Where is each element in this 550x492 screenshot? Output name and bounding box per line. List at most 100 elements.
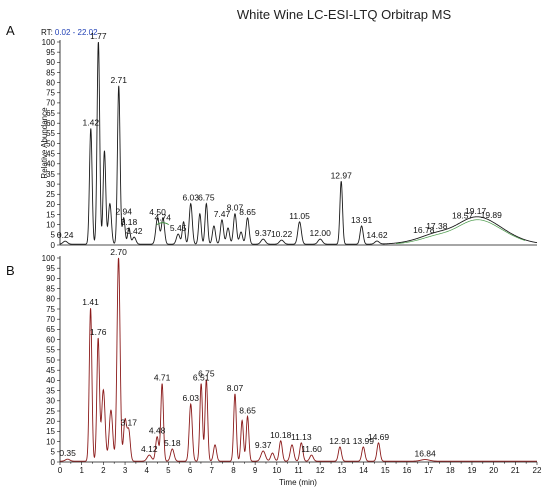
x-tick-label: 6 bbox=[188, 466, 193, 475]
peak-label: 14.62 bbox=[366, 230, 388, 240]
chromatogram-trace bbox=[59, 41, 538, 245]
y-tick-label: 80 bbox=[46, 295, 55, 304]
peak-label: 8.65 bbox=[239, 405, 256, 415]
y-tick-label: 10 bbox=[46, 221, 55, 230]
x-tick-label: 22 bbox=[533, 466, 542, 475]
peak-label: 12.97 bbox=[331, 170, 353, 180]
peak-label: 14.69 bbox=[368, 432, 390, 442]
y-tick-label: 5 bbox=[51, 231, 56, 240]
x-tick-label: 9 bbox=[253, 466, 258, 475]
y-tick-label: 70 bbox=[46, 99, 55, 108]
peak-label: 6.03 bbox=[182, 193, 199, 203]
peak-label: 6.03 bbox=[182, 393, 199, 403]
peak-label: 11.05 bbox=[289, 211, 310, 221]
peak-label: 16.84 bbox=[414, 449, 436, 459]
x-tick-label: 20 bbox=[489, 466, 498, 475]
peak-label: 4.71 bbox=[154, 373, 171, 383]
y-tick-label: 5 bbox=[51, 448, 56, 457]
x-tick-label: 5 bbox=[166, 466, 171, 475]
green-annotation-mark bbox=[156, 222, 169, 226]
rt-range-label: RT: 0.02 - 22.02 bbox=[41, 28, 98, 37]
y-tick-label: 35 bbox=[46, 386, 55, 395]
y-tick-label: 95 bbox=[46, 264, 55, 273]
x-tick-label: 17 bbox=[424, 466, 433, 475]
peak-label: 9.37 bbox=[255, 228, 272, 238]
y-tick-label: 100 bbox=[42, 38, 56, 47]
peak-label: 3.42 bbox=[126, 226, 143, 236]
peak-label: 10.18 bbox=[270, 430, 292, 440]
y-tick-label: 85 bbox=[46, 68, 55, 77]
x-tick-label: 4 bbox=[145, 466, 150, 475]
y-tick-label: 100 bbox=[42, 254, 56, 263]
y-tick-label: 45 bbox=[46, 366, 55, 375]
panel-letter-a: A bbox=[6, 23, 15, 38]
y-tick-label: 40 bbox=[46, 160, 55, 169]
peak-label: 0.24 bbox=[57, 230, 74, 240]
y-tick-label: 80 bbox=[46, 78, 55, 87]
peak-label: 12.00 bbox=[310, 228, 332, 238]
x-tick-label: 12 bbox=[316, 466, 325, 475]
y-tick-label: 95 bbox=[46, 48, 55, 57]
y-tick-label: 45 bbox=[46, 149, 55, 158]
x-tick-label: 2 bbox=[101, 466, 106, 475]
y-tick-label: 0 bbox=[51, 458, 56, 467]
peak-label: 2.71 bbox=[110, 75, 127, 85]
y-tick-label: 30 bbox=[46, 397, 55, 406]
peak-label: 8.07 bbox=[227, 203, 244, 213]
x-axis-label-b: Time (min) bbox=[279, 478, 317, 487]
chart-title: White Wine LC-ESI-LTQ Orbitrap MS bbox=[237, 7, 452, 22]
y-tick-label: 55 bbox=[46, 346, 55, 355]
y-tick-label: 50 bbox=[46, 139, 55, 148]
peak-label: 0.35 bbox=[59, 448, 76, 458]
peak-label: 5.45 bbox=[170, 223, 187, 233]
chromatogram-trace bbox=[60, 257, 537, 462]
peak-label: 13.99 bbox=[353, 436, 375, 446]
peak-label: 4.48 bbox=[149, 426, 166, 436]
peak-label: 5.18 bbox=[164, 438, 181, 448]
rt-prefix: RT: bbox=[41, 28, 53, 37]
y-tick-label: 0 bbox=[51, 241, 56, 250]
y-tick-label: 90 bbox=[46, 58, 55, 67]
green-overlay-trace bbox=[396, 219, 526, 245]
peak-label: 16.78 bbox=[413, 225, 435, 235]
peak-label: 4.12 bbox=[141, 444, 158, 454]
x-tick-label: 15 bbox=[381, 466, 390, 475]
peak-label: 2.94 bbox=[115, 207, 132, 217]
peak-label: 9.37 bbox=[255, 440, 272, 450]
y-tick-label: 65 bbox=[46, 109, 55, 118]
peak-label: 1.76 bbox=[90, 327, 107, 337]
y-tick-label: 40 bbox=[46, 376, 55, 385]
y-tick-label: 65 bbox=[46, 325, 55, 334]
y-tick-label: 70 bbox=[46, 315, 55, 324]
x-tick-label: 1 bbox=[79, 466, 84, 475]
peak-label: 13.91 bbox=[351, 215, 373, 225]
peak-label: 6.51 bbox=[193, 373, 210, 383]
x-tick-label: 10 bbox=[272, 466, 281, 475]
rt-range-value: 0.02 - 22.02 bbox=[55, 28, 98, 37]
peak-label: 4.50 bbox=[149, 207, 166, 217]
peak-label: 3.17 bbox=[120, 417, 137, 427]
y-tick-label: 20 bbox=[46, 417, 55, 426]
peak-label: 19.89 bbox=[481, 210, 503, 220]
peak-label: 1.41 bbox=[82, 297, 99, 307]
peak-label: 1.77 bbox=[90, 31, 107, 41]
y-tick-label: 55 bbox=[46, 129, 55, 138]
x-tick-label: 11 bbox=[294, 466, 303, 475]
y-tick-label: 25 bbox=[46, 407, 55, 416]
y-tick-label: 50 bbox=[46, 356, 55, 365]
peak-label: 2.70 bbox=[110, 247, 127, 257]
peak-label: 6.75 bbox=[198, 193, 215, 203]
y-axis-label-a: Relative Abundance bbox=[40, 107, 49, 179]
y-tick-label: 75 bbox=[46, 89, 55, 98]
x-tick-label: 0 bbox=[58, 466, 63, 475]
peak-label: 19.17 bbox=[465, 206, 487, 216]
peak-label: 3.18 bbox=[121, 217, 138, 227]
y-tick-label: 20 bbox=[46, 200, 55, 209]
panel-letter-b: B bbox=[6, 263, 15, 278]
y-tick-label: 25 bbox=[46, 190, 55, 199]
y-tick-label: 75 bbox=[46, 305, 55, 314]
peak-label: 1.42 bbox=[83, 117, 100, 127]
x-tick-label: 13 bbox=[337, 466, 346, 475]
peak-label: 17.38 bbox=[426, 221, 448, 231]
